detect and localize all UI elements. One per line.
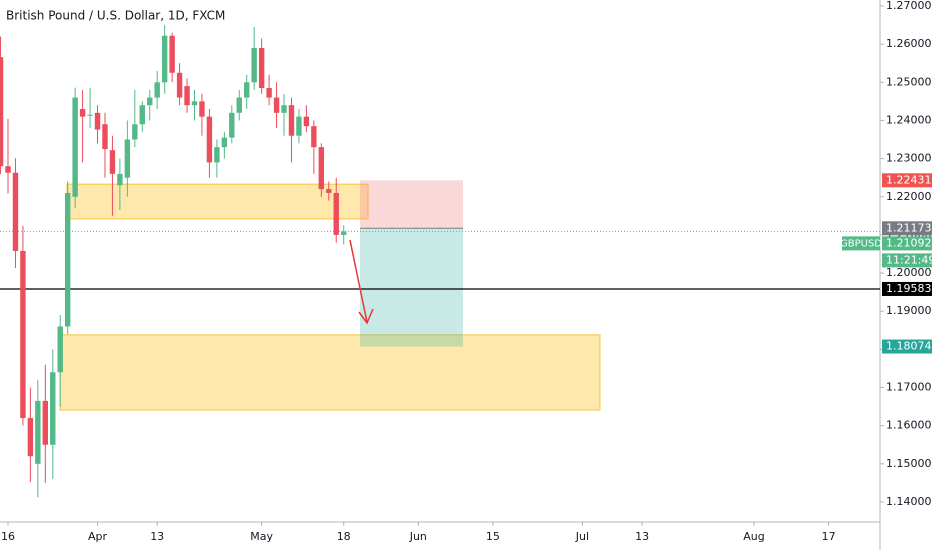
candle-body <box>132 124 138 140</box>
candle-body <box>64 192 71 327</box>
x-tick-label: 18 <box>337 530 351 543</box>
candle-body <box>161 35 168 83</box>
target-area <box>360 228 463 347</box>
x-tick-label: 13 <box>150 530 164 543</box>
candle-body <box>311 126 317 148</box>
candle-body <box>176 72 183 98</box>
candle-body <box>326 189 332 193</box>
candle-body <box>147 97 153 106</box>
x-tick-label: 13 <box>635 530 649 543</box>
candle-body <box>50 372 56 445</box>
entry-label-box <box>882 221 932 236</box>
candle-body <box>333 192 339 235</box>
candle-body <box>206 116 213 163</box>
arrow <box>349 239 374 325</box>
candle-body <box>57 326 63 373</box>
last-price-label-box <box>882 236 932 251</box>
stop-area <box>360 180 463 229</box>
candle-body <box>102 124 108 150</box>
candle-body <box>266 88 272 98</box>
y-tick-label: 1.17000 <box>886 381 932 394</box>
candle-body <box>236 97 242 113</box>
y-tick-label: 1.20000 <box>886 266 932 279</box>
candle-body <box>214 147 220 163</box>
candle-body <box>184 86 190 106</box>
candle-body <box>199 101 205 117</box>
candles <box>0 25 347 498</box>
candle-body <box>87 114 93 116</box>
x-tick-label: Jun <box>409 530 427 543</box>
candle-body <box>229 112 235 138</box>
chart-title: British Pound / U.S. Dollar, 1D, FXCM <box>6 9 225 23</box>
candle-body <box>94 112 101 130</box>
candle-body <box>191 101 198 106</box>
y-tick-label: 1.19000 <box>886 304 932 317</box>
last-price-label: 1.21092 <box>886 236 932 249</box>
candle-body <box>303 116 310 127</box>
x-tick-label: Aug <box>743 530 764 543</box>
x-tick-label: 16 <box>1 530 15 543</box>
overlays <box>349 239 374 325</box>
y-tick-label: 1.22000 <box>886 190 932 203</box>
candle-body <box>169 35 175 73</box>
candle-body <box>79 109 86 117</box>
countdown-label-box <box>882 253 932 268</box>
candle-body <box>0 57 4 167</box>
candle-body <box>20 250 26 419</box>
y-tick-label: 1.24000 <box>886 113 932 126</box>
candle-body <box>42 400 48 445</box>
x-tick-label: May <box>250 530 273 543</box>
x-tick-label: Jul <box>575 530 589 543</box>
candle-body <box>244 82 250 98</box>
candle-body <box>318 147 325 190</box>
candle-body <box>251 47 257 83</box>
y-tick-label: 1.26000 <box>886 37 932 50</box>
line-label-box <box>882 281 932 296</box>
stop-label: 1.22431 <box>886 173 932 186</box>
y-tick-label: 1.27000 <box>886 0 932 12</box>
line-label: 1.19583 <box>886 282 932 295</box>
symbol-box <box>842 236 880 251</box>
candle-body <box>5 166 11 173</box>
symbol-label: GBPUSD <box>840 238 882 249</box>
entry-label: 1.21173 <box>886 221 932 234</box>
candle-body <box>109 150 116 174</box>
candle-body <box>117 173 123 186</box>
x-tick-label: Apr <box>88 530 108 543</box>
stop-label-box <box>882 173 932 188</box>
candle-body <box>154 82 160 98</box>
y-tick-label: 1.16000 <box>886 419 932 432</box>
y-tick-label: 1.25000 <box>886 75 932 88</box>
y-tick-label: 1.15000 <box>886 457 932 470</box>
candle-body <box>12 172 19 251</box>
countdown-label: 11:21:49 <box>886 253 932 266</box>
candle-body <box>27 418 34 457</box>
candle-body <box>221 137 228 148</box>
candle-body <box>139 105 145 125</box>
candle-body <box>72 97 78 197</box>
candle-body <box>296 116 302 136</box>
x-tick-label: 15 <box>486 530 500 543</box>
candle-body <box>281 105 287 113</box>
candle-body <box>341 231 347 235</box>
candle-body <box>35 400 41 464</box>
candle-body <box>258 47 265 89</box>
y-tick-label: 1.14000 <box>886 495 932 508</box>
candle-body <box>288 105 295 136</box>
x-tick-label: 17 <box>822 530 836 543</box>
target-label: 1.18074 <box>886 340 932 353</box>
candle-body <box>273 97 280 113</box>
y-tick-label: 1.23000 <box>886 152 932 165</box>
target-label-box <box>882 339 932 354</box>
zone <box>59 334 601 411</box>
candle-body <box>124 139 131 178</box>
drawings <box>0 180 880 411</box>
